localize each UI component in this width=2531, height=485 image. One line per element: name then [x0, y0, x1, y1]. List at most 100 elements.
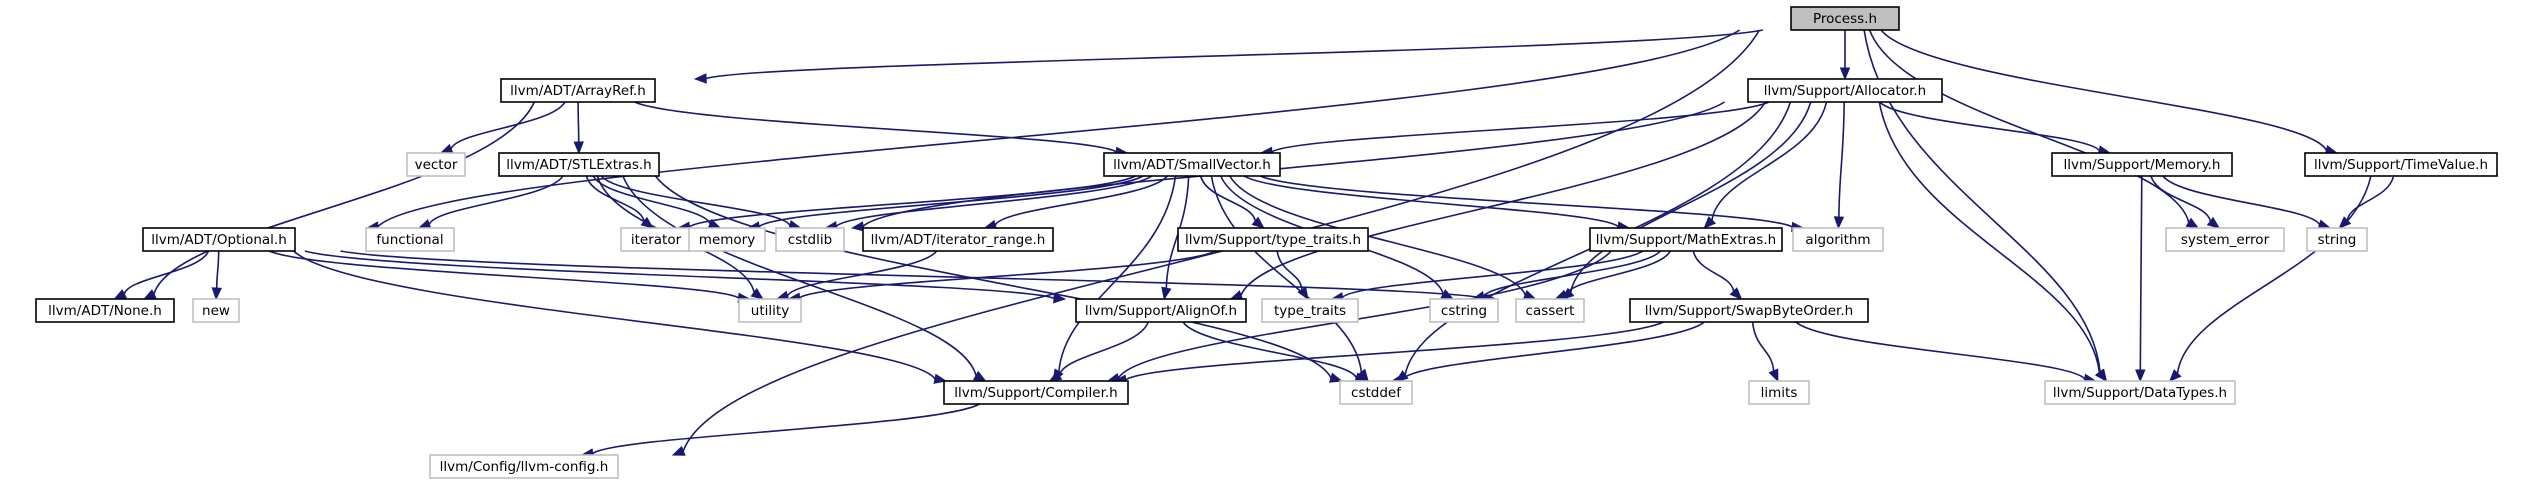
edge-stlextras-h-to-functional — [417, 175, 564, 230]
node-label: cstdlib — [788, 232, 832, 248]
node-label: llvm/Support/AlignOf.h — [1085, 303, 1237, 319]
edge-smallvector-h-to-type-traits-h — [1199, 175, 1265, 229]
node-process-h[interactable]: Process.h — [1790, 6, 1900, 31]
edge-smallvector-h-to-iterator-range-h — [983, 175, 1168, 230]
edge-swapbyteorder-h-to-datatypes-h — [1795, 321, 2097, 384]
node-label: vector — [415, 157, 458, 173]
node-label: cassert — [1526, 303, 1575, 319]
edge-optional-h-to-alignof-h — [304, 250, 1067, 304]
node-label: cstring — [1441, 303, 1487, 319]
node-cstdlib[interactable]: cstdlib — [775, 227, 845, 252]
node-new[interactable]: new — [192, 298, 240, 323]
node-label: llvm/Support/MathExtras.h — [1596, 232, 1776, 248]
node-llvm-config-h[interactable]: llvm/Config/llvm-config.h — [429, 454, 619, 479]
node-label: llvm/ADT/ArrayRef.h — [510, 83, 646, 99]
edge-smallvector-h-to-alignof-h — [1161, 175, 1190, 301]
node-label: cstddef — [1351, 385, 1402, 401]
node-utility[interactable]: utility — [738, 298, 802, 323]
node-label: llvm/ADT/SmallVector.h — [1113, 157, 1271, 173]
node-label: llvm/Support/type_traits.h — [1185, 232, 1361, 248]
node-label: llvm/Support/Allocator.h — [1764, 83, 1927, 99]
edge-smallvector-h-to-algorithm — [1259, 175, 1805, 233]
edge-alignof-h-to-compiler-h — [1048, 321, 1150, 382]
node-label: llvm/Support/SwapByteOrder.h — [1645, 303, 1853, 319]
edge-allocator-h-to-cstdlib — [850, 101, 1725, 232]
node-label: string — [2318, 232, 2357, 248]
node-label: utility — [751, 303, 789, 319]
edge-arrayref-h-to-stlextras-h — [573, 101, 584, 155]
node-label: system_error — [2181, 232, 2270, 248]
node-none-h[interactable]: llvm/ADT/None.h — [35, 298, 175, 323]
node-label: llvm/Support/Compiler.h — [954, 385, 1117, 401]
node-allocator-h[interactable]: llvm/Support/Allocator.h — [1747, 78, 1943, 103]
node-type-traits[interactable]: type_traits — [1261, 298, 1359, 323]
edge-optional-h-to-utility — [268, 250, 751, 304]
node-mathextras-h[interactable]: llvm/Support/MathExtras.h — [1589, 227, 1783, 252]
node-system-error[interactable]: system_error — [2165, 227, 2285, 252]
edge-allocator-h-to-memory-h — [1879, 101, 2112, 156]
node-label: llvm/ADT/iterator_range.h — [871, 232, 1046, 248]
edge-optional-h-to-new — [211, 250, 222, 301]
node-alignof-h[interactable]: llvm/Support/AlignOf.h — [1075, 298, 1247, 323]
node-cstring[interactable]: cstring — [1429, 298, 1499, 323]
node-optional-h[interactable]: llvm/ADT/Optional.h — [142, 227, 296, 252]
node-label: type_traits — [1274, 303, 1346, 319]
node-label: functional — [376, 232, 443, 248]
node-type-traits-h[interactable]: llvm/Support/type_traits.h — [1177, 227, 1369, 252]
edge-allocator-h-to-datatypes-h — [1878, 101, 2108, 383]
edge-smallvector-h-to-cassert — [1229, 175, 1537, 300]
node-label: llvm/ADT/Optional.h — [151, 232, 287, 248]
node-stlextras-h[interactable]: llvm/ADT/STLExtras.h — [498, 152, 660, 177]
nodes-layer: Process.h llvm/ADT/ArrayRef.h llvm/Suppo… — [35, 6, 2498, 479]
edge-swapbyteorder-h-to-cstddef — [1390, 321, 1705, 385]
edge-process-h-to-arrayref-h — [693, 29, 1764, 84]
edge-compiler-h-to-llvm-config-h — [580, 403, 980, 459]
edge-alignof-h-to-cstddef — [1182, 321, 1368, 383]
node-label: llvm/ADT/None.h — [48, 303, 162, 319]
node-vector[interactable]: vector — [406, 152, 466, 177]
node-iterator-range-h[interactable]: llvm/ADT/iterator_range.h — [862, 227, 1054, 252]
edge-memory-h-to-system-error — [2150, 175, 2221, 229]
node-label: algorithm — [1805, 232, 1870, 248]
node-algorithm[interactable]: algorithm — [1792, 227, 1884, 252]
edge-process-h-to-timevalue-h — [1880, 29, 2339, 156]
edge-arrayref-h-to-vector — [439, 101, 566, 154]
node-smallvector-h[interactable]: llvm/ADT/SmallVector.h — [1103, 152, 1281, 177]
edge-optional-h-to-compiler-h — [292, 250, 948, 384]
node-string[interactable]: string — [2306, 227, 2368, 252]
node-cassert[interactable]: cassert — [1515, 298, 1585, 323]
edge-timevalue-h-to-datatypes-h — [2168, 175, 2372, 382]
node-label: memory — [699, 232, 755, 248]
edge-swapbyteorder-h-to-limits — [1751, 321, 1779, 383]
node-label: llvm/Support/Memory.h — [2064, 157, 2221, 173]
edge-mathextras-h-to-type-traits — [1330, 250, 1644, 303]
edge-type-traits-h-to-type-traits — [1276, 250, 1309, 301]
edge-allocator-h-to-mathextras-h — [1703, 101, 1828, 229]
edge-arrayref-h-to-smallvector-h — [634, 101, 1129, 157]
node-timevalue-h[interactable]: llvm/Support/TimeValue.h — [2304, 152, 2498, 177]
node-label: llvm/Support/DataTypes.h — [2053, 385, 2227, 401]
node-swapbyteorder-h[interactable]: llvm/Support/SwapByteOrder.h — [1629, 298, 1869, 323]
node-label: new — [202, 303, 230, 319]
node-label: iterator — [631, 232, 682, 248]
node-memory[interactable]: memory — [688, 227, 766, 252]
edge-process-h-to-system-error — [1868, 29, 2200, 229]
edge-process-h-to-allocator-h — [1839, 29, 1851, 81]
edge-memory-h-to-datatypes-h — [2135, 175, 2146, 383]
node-label: limits — [1761, 385, 1798, 401]
node-cstddef[interactable]: cstddef — [1339, 380, 1413, 405]
node-label: llvm/Support/TimeValue.h — [2314, 157, 2488, 173]
edge-stlextras-h-to-cstddef — [654, 175, 1343, 383]
node-limits[interactable]: limits — [1748, 380, 1810, 405]
node-functional[interactable]: functional — [365, 227, 455, 252]
node-compiler-h[interactable]: llvm/Support/Compiler.h — [943, 380, 1129, 405]
node-memory-h[interactable]: llvm/Support/Memory.h — [2051, 152, 2233, 177]
node-datatypes-h[interactable]: llvm/Support/DataTypes.h — [2044, 380, 2236, 405]
node-iterator[interactable]: iterator — [620, 227, 692, 252]
node-arrayref-h[interactable]: llvm/ADT/ArrayRef.h — [500, 78, 656, 103]
edge-allocator-h-to-algorithm — [1833, 101, 1845, 230]
edge-memory-h-to-string — [2162, 175, 2332, 230]
node-label: llvm/Config/llvm-config.h — [440, 459, 609, 475]
node-label: llvm/ADT/STLExtras.h — [506, 157, 651, 173]
